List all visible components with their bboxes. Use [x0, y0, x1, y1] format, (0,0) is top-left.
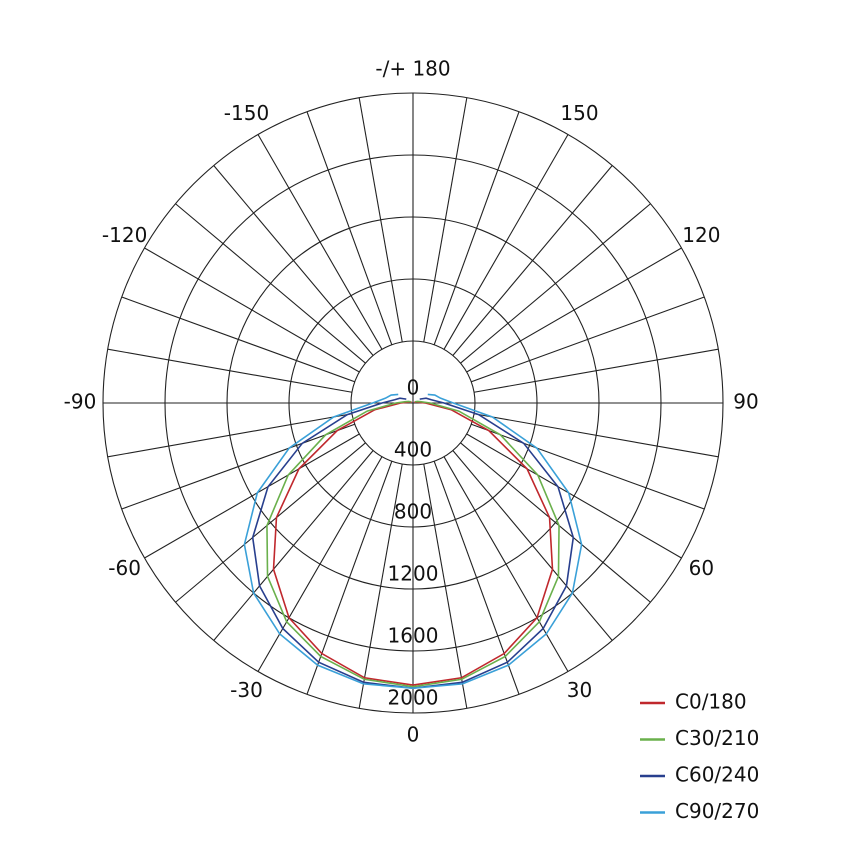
grid-spoke: [358, 463, 403, 709]
angle-tick-label: 120: [682, 223, 720, 247]
angle-tick-label: 150: [560, 101, 598, 125]
grid-spoke: [452, 450, 613, 641]
grid-spoke: [471, 296, 705, 383]
grid-spoke: [423, 463, 468, 709]
legend-label: C0/180: [675, 690, 747, 714]
radial-tick-label: 1600: [388, 624, 439, 648]
radial-tick-label: 1200: [388, 562, 439, 586]
grid-spoke: [423, 97, 468, 343]
grid-spoke: [358, 97, 403, 343]
angle-tick-label: -120: [102, 223, 147, 247]
grid-spoke: [107, 413, 353, 458]
grid-spoke: [473, 413, 719, 458]
legend-label: C90/270: [675, 799, 759, 823]
grid-spoke: [473, 348, 719, 393]
grid-spoke: [433, 111, 520, 345]
grid-spoke: [443, 456, 569, 672]
radial-tick-label: 800: [394, 500, 432, 524]
grid-spoke: [443, 134, 569, 350]
grid-spoke: [452, 165, 613, 356]
grid-spoke: [257, 456, 383, 672]
radial-tick-label: 2000: [388, 686, 439, 710]
legend-label: C60/240: [675, 763, 759, 787]
angle-tick-label: 90: [733, 390, 758, 414]
intensity-curve: [243, 393, 583, 690]
grid-spoke: [471, 423, 705, 510]
grid-spoke: [306, 461, 393, 695]
grid-spoke: [121, 423, 355, 510]
angle-tick-label: -30: [230, 678, 263, 702]
grid-spoke: [175, 442, 366, 603]
grid-spoke: [460, 442, 651, 603]
legend-label: C30/210: [675, 726, 759, 750]
angle-tick-label: -90: [64, 390, 97, 414]
grid-spoke: [144, 433, 360, 559]
grid-spoke: [306, 111, 393, 345]
intensity-curve: [266, 400, 560, 688]
grid-spoke: [121, 296, 355, 383]
radial-tick-label: 400: [394, 438, 432, 462]
grid-spoke: [213, 165, 374, 356]
grid-spoke: [107, 348, 353, 393]
grid-spoke: [466, 433, 682, 559]
angle-tick-label: 60: [689, 556, 714, 580]
grid-spoke: [466, 247, 682, 373]
grid-spoke: [213, 450, 374, 641]
angle-tick-label: -150: [224, 101, 269, 125]
angle-tick-label: -/+ 180: [375, 57, 450, 81]
grid-spoke: [144, 247, 360, 373]
radial-tick-label: 0: [407, 376, 420, 400]
angle-tick-label: -60: [108, 556, 141, 580]
grid-spoke: [175, 203, 366, 364]
angle-tick-label: 0: [407, 723, 420, 747]
grid-spoke: [433, 461, 520, 695]
grid-spoke: [460, 203, 651, 364]
angle-tick-label: 30: [567, 678, 592, 702]
grid-spoke: [257, 134, 383, 350]
